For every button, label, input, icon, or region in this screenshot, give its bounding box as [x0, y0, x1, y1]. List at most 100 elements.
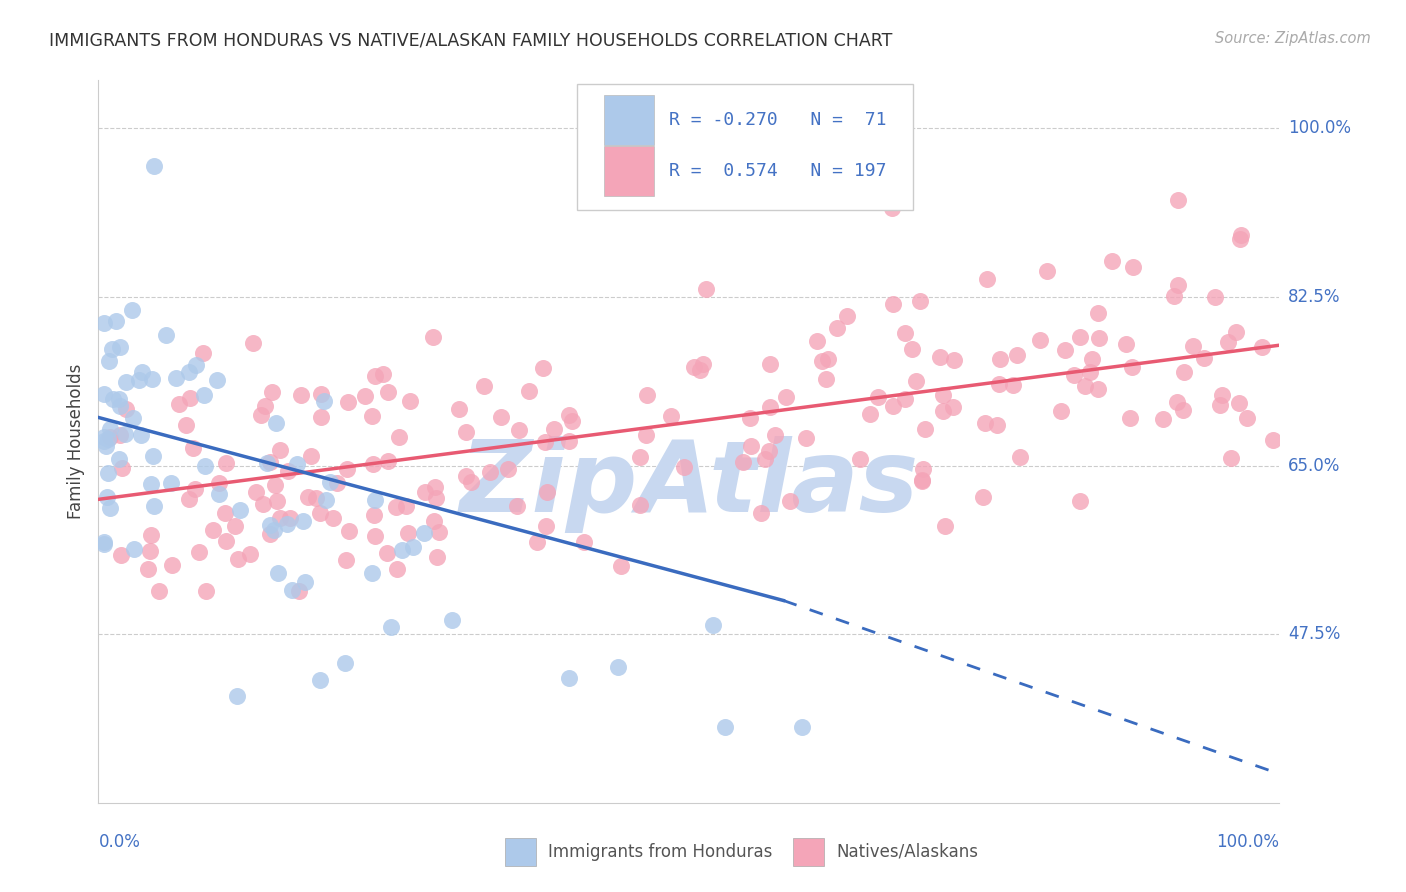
Point	[214, 506, 236, 520]
Point	[413, 525, 436, 540]
Point	[259, 454, 281, 468]
Point	[911, 474, 934, 488]
Point	[943, 352, 966, 367]
Point	[160, 558, 183, 573]
Point	[202, 523, 225, 537]
Point	[1167, 278, 1189, 293]
Point	[908, 293, 931, 308]
Point	[413, 485, 436, 500]
Point	[287, 457, 309, 471]
Text: 100.0%: 100.0%	[1288, 120, 1351, 137]
Point	[1173, 402, 1195, 417]
Point	[478, 466, 501, 480]
Point	[1225, 325, 1247, 339]
Point	[1119, 411, 1142, 425]
Point	[110, 428, 132, 442]
Point	[1166, 394, 1188, 409]
Point	[96, 490, 118, 504]
Point	[264, 416, 287, 430]
Point	[1181, 339, 1204, 353]
Text: ZipAtlas: ZipAtlas	[460, 436, 918, 533]
Point	[111, 460, 134, 475]
Point	[98, 500, 121, 515]
Point	[814, 372, 837, 386]
Point	[987, 377, 1010, 392]
Point	[914, 422, 936, 436]
Point	[337, 394, 360, 409]
Point	[1002, 378, 1025, 392]
Point	[373, 367, 395, 381]
Point	[1081, 351, 1104, 366]
Point	[1152, 412, 1174, 426]
Point	[250, 408, 273, 422]
Point	[252, 497, 274, 511]
Point	[682, 359, 704, 374]
Point	[714, 720, 737, 734]
Point	[607, 660, 630, 674]
Point	[224, 518, 246, 533]
Point	[93, 536, 115, 550]
Point	[894, 326, 917, 340]
Point	[942, 401, 965, 415]
Point	[1211, 388, 1233, 402]
Point	[129, 427, 152, 442]
Point	[291, 514, 314, 528]
Point	[315, 492, 337, 507]
Point	[472, 378, 495, 392]
Point	[758, 443, 780, 458]
Point	[749, 506, 772, 520]
Point	[183, 441, 205, 455]
Point	[335, 553, 357, 567]
Point	[692, 357, 714, 371]
Text: Source: ZipAtlas.com: Source: ZipAtlas.com	[1215, 31, 1371, 46]
Point	[396, 526, 419, 541]
Point	[758, 400, 780, 414]
Point	[505, 500, 527, 514]
Point	[1088, 331, 1111, 345]
Point	[402, 541, 425, 555]
Point	[1121, 360, 1143, 375]
Point	[239, 547, 262, 561]
Point	[849, 452, 872, 467]
Point	[1008, 450, 1031, 465]
Point	[294, 574, 316, 589]
Point	[894, 392, 917, 406]
Point	[759, 357, 782, 371]
Point	[360, 566, 382, 580]
Point	[1230, 227, 1253, 242]
Point	[976, 272, 998, 286]
Point	[108, 340, 131, 354]
Point	[280, 583, 302, 598]
Point	[114, 401, 136, 416]
Point	[496, 462, 519, 476]
Point	[489, 409, 512, 424]
Point	[361, 409, 384, 424]
Point	[508, 424, 530, 438]
Point	[558, 671, 581, 685]
Point	[142, 449, 165, 463]
Point	[561, 414, 583, 428]
Point	[932, 404, 955, 418]
Point	[385, 500, 408, 514]
Point	[901, 342, 924, 356]
Point	[363, 508, 385, 523]
Point	[142, 500, 165, 514]
Point	[155, 328, 177, 343]
Point	[911, 473, 934, 487]
Text: Natives/Alaskans: Natives/Alaskans	[837, 843, 979, 861]
Point	[973, 416, 995, 430]
Point	[531, 360, 554, 375]
Point	[254, 399, 277, 413]
Point	[193, 388, 215, 402]
Point	[740, 439, 762, 453]
Point	[108, 399, 131, 413]
Point	[139, 543, 162, 558]
FancyBboxPatch shape	[605, 95, 654, 145]
Point	[628, 498, 651, 512]
Point	[572, 535, 595, 549]
Point	[226, 689, 249, 703]
Point	[827, 321, 849, 335]
Point	[763, 428, 786, 442]
Point	[229, 503, 252, 517]
Point	[429, 524, 451, 539]
